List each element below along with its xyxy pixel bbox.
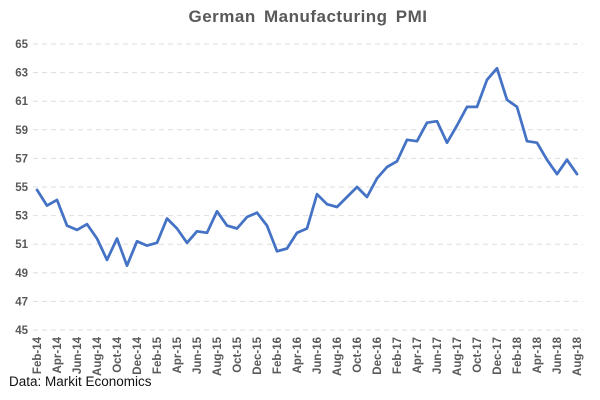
x-tick-label: Dec-17 [492, 337, 504, 375]
x-tick-label: Feb-15 [152, 336, 164, 374]
x-tick-label: Aug-14 [92, 336, 104, 376]
x-tick-label: Feb-16 [272, 337, 284, 374]
y-tick-label: 47 [15, 296, 28, 308]
x-tick-label: Apr-16 [292, 337, 304, 373]
x-tick-label: Jun-15 [192, 336, 204, 374]
y-tick-label: 63 [15, 68, 28, 80]
x-tick-label: Apr-15 [172, 336, 184, 373]
y-tick-label: 53 [15, 211, 28, 223]
x-tick-label: Jun-16 [312, 337, 324, 374]
x-tick-label: Feb-14 [32, 336, 44, 374]
x-tick-label: Dec-15 [252, 336, 264, 374]
x-tick-label: Apr-14 [52, 336, 64, 373]
x-tick-label: Dec-16 [372, 337, 384, 375]
x-tick-label: Oct-17 [472, 337, 484, 373]
x-tick-label: Apr-18 [532, 336, 544, 373]
x-tick-label: Aug-17 [452, 337, 464, 376]
pmi-series-line [35, 66, 579, 267]
y-tick-label: 55 [15, 182, 28, 194]
y-tick-label: 45 [15, 325, 28, 337]
x-tick-label: Jun-18 [552, 336, 564, 374]
y-tick-label: 59 [15, 125, 28, 137]
y-tick-label: 57 [15, 153, 28, 165]
x-tick-label: Aug-18 [572, 336, 584, 376]
x-tick-label: Jun-14 [72, 336, 84, 374]
y-tick-label: 49 [15, 268, 28, 280]
x-tick-label: Oct-16 [352, 337, 364, 373]
chart-title: German Manufacturing PMI [188, 7, 428, 26]
x-tick-label: Dec-14 [132, 336, 144, 374]
x-tick-label: Aug-16 [332, 337, 344, 376]
x-tick-label: Oct-14 [112, 336, 124, 372]
x-tick-label: Feb-17 [392, 337, 404, 374]
y-tick-label: 65 [15, 39, 28, 51]
x-tick-label: Feb-18 [512, 336, 524, 374]
x-tick-label: Aug-15 [212, 336, 224, 376]
y-tick-label: 51 [15, 239, 28, 251]
x-tick-label: Oct-15 [232, 336, 244, 372]
y-tick-label: 61 [15, 96, 28, 108]
x-tick-label: Jun-17 [432, 337, 444, 374]
source-note: Data: Markit Economics [9, 374, 152, 389]
x-tick-label: Apr-17 [412, 337, 424, 373]
